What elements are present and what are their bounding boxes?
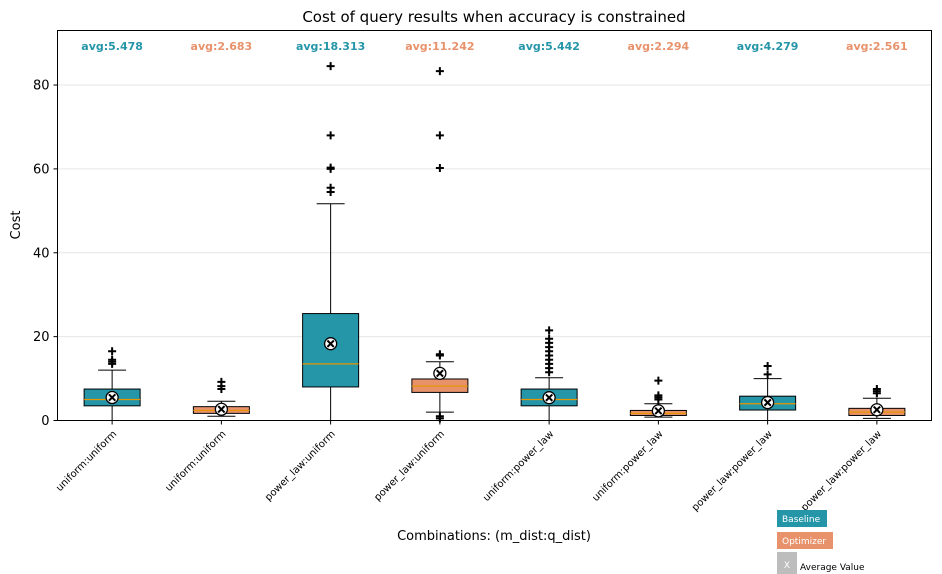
mean-marker-x bbox=[217, 405, 226, 414]
box-series bbox=[83, 62, 906, 423]
outlier-marker bbox=[435, 67, 444, 76]
outlier-marker bbox=[435, 164, 444, 173]
outlier-marker bbox=[763, 370, 772, 379]
outlier-marker bbox=[872, 385, 881, 394]
avg-label: avg:4.279 bbox=[737, 40, 799, 53]
legend: Baseline Optimizer X Average Value bbox=[777, 510, 865, 574]
outlier-marker bbox=[545, 334, 554, 343]
legend-swatch-average bbox=[777, 552, 797, 574]
outlier-marker bbox=[435, 131, 444, 140]
mean-marker-x bbox=[326, 339, 335, 348]
box-optimizer bbox=[411, 67, 469, 423]
outlier-marker bbox=[108, 347, 117, 356]
mean-marker-x bbox=[435, 369, 444, 378]
legend-marker-glyph: X bbox=[784, 561, 790, 571]
mean-marker-x bbox=[108, 393, 117, 402]
average-labels: avg:5.478 avg:2.683 avg:18.313 avg:11.242 av… bbox=[81, 40, 907, 53]
x-axis: uniform:uniform uniform:uniform power_law:… bbox=[54, 420, 884, 514]
y-tick-label: 0 bbox=[41, 414, 49, 429]
outlier-marker bbox=[108, 355, 117, 364]
plot-frame bbox=[57, 30, 932, 421]
x-tick-label: uniform:uniform bbox=[163, 429, 228, 494]
legend-swatch-optimizer bbox=[777, 532, 833, 549]
outlier-marker bbox=[545, 326, 554, 335]
legend-label-optimizer: Optimizer bbox=[782, 537, 826, 547]
outlier-marker bbox=[326, 131, 335, 140]
avg-label: avg:2.683 bbox=[191, 40, 253, 53]
grid-lines bbox=[57, 84, 932, 421]
x-tick-label: uniform:power_law bbox=[481, 429, 556, 504]
x-tick-label: uniform:power_law bbox=[590, 429, 665, 504]
x-tick-label: power_law:power_law bbox=[799, 429, 884, 514]
box-baseline bbox=[83, 347, 141, 421]
box-optimizer bbox=[629, 376, 687, 418]
x-tick-label: uniform:uniform bbox=[54, 429, 119, 494]
outlier-marker bbox=[326, 163, 335, 172]
avg-label: avg:5.442 bbox=[518, 40, 580, 53]
legend-swatch-baseline bbox=[777, 510, 827, 527]
avg-label: avg:11.242 bbox=[405, 40, 474, 53]
outlier-marker bbox=[654, 376, 663, 385]
avg-label: avg:5.478 bbox=[81, 40, 143, 53]
outlier-marker bbox=[217, 377, 226, 386]
avg-label: avg:2.561 bbox=[846, 40, 908, 53]
y-tick-label: 80 bbox=[33, 79, 50, 94]
chart-title: Cost of query results when accuracy is c… bbox=[302, 8, 685, 26]
y-tick-label: 40 bbox=[33, 246, 50, 261]
y-axis: 0 20 40 60 80 bbox=[33, 79, 58, 429]
legend-label-baseline: Baseline bbox=[782, 515, 821, 525]
avg-label: avg:18.313 bbox=[296, 40, 365, 53]
outlier-marker bbox=[654, 391, 663, 400]
box-baseline bbox=[739, 361, 797, 421]
legend-label-average: Average Value bbox=[800, 563, 865, 573]
outlier-marker bbox=[326, 62, 335, 71]
box-baseline bbox=[302, 62, 360, 421]
y-tick-label: 60 bbox=[33, 162, 50, 177]
mean-marker-x bbox=[545, 393, 554, 402]
mean-marker-x bbox=[872, 405, 881, 414]
y-tick-label: 20 bbox=[33, 330, 50, 345]
x-axis-title: Combinations: (m_dist:q_dist) bbox=[397, 529, 591, 544]
outlier-marker bbox=[326, 183, 335, 192]
x-tick-label: power_law:uniform bbox=[263, 429, 338, 504]
mean-marker-x bbox=[763, 398, 772, 407]
outlier-marker bbox=[435, 412, 444, 421]
x-tick-label: power_law:uniform bbox=[372, 429, 447, 504]
outlier-marker bbox=[435, 350, 444, 359]
x-tick-label: power_law:power_law bbox=[690, 429, 775, 514]
box-baseline bbox=[520, 326, 578, 421]
avg-label: avg:2.294 bbox=[628, 40, 690, 53]
box-optimizer bbox=[848, 385, 906, 419]
outlier-marker bbox=[763, 361, 772, 370]
mean-marker-x bbox=[654, 406, 663, 415]
box-optimizer bbox=[192, 377, 250, 417]
y-axis-title: Cost bbox=[9, 211, 24, 240]
